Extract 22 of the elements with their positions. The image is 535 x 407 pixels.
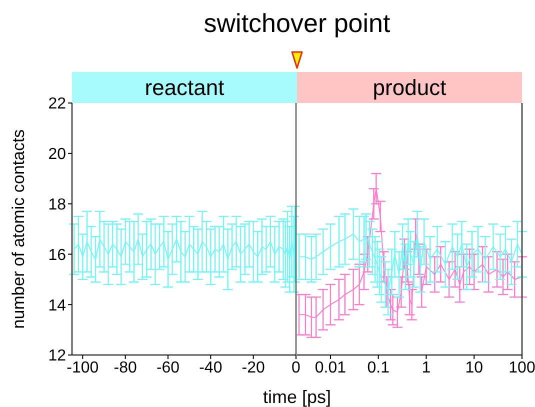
y-axis-title: number of atomic contacts	[9, 129, 28, 329]
y-tick-label: 18	[48, 196, 66, 214]
text: product	[372, 75, 446, 100]
x-tick-label: 100	[508, 359, 535, 376]
x-tick-label: 0.01	[314, 359, 346, 376]
y-tick-label: 22	[48, 96, 66, 113]
x-tick-label: 0	[292, 359, 301, 376]
x-tick-label: 0.1	[367, 359, 390, 376]
x-tick-label: -80	[114, 359, 137, 376]
y-tick-label: 14	[48, 297, 66, 314]
y-tick-label: 12	[48, 348, 66, 365]
x-tick-label: -60	[156, 359, 180, 376]
x-tick-label: -100	[66, 359, 99, 376]
y-tick-label: 20	[48, 146, 66, 164]
x-tick-label: 10	[465, 359, 484, 376]
x-tick-label: -20	[242, 359, 265, 376]
text: reactant	[144, 75, 224, 100]
x-tick-label: 1	[422, 359, 431, 376]
x-axis-title: time [ps]	[262, 387, 332, 407]
y-tick-label: 16	[48, 246, 66, 264]
x-tick-label: -40	[199, 359, 222, 376]
chart-title: switchover point	[204, 8, 391, 38]
